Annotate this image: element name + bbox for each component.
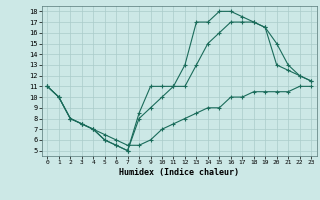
X-axis label: Humidex (Indice chaleur): Humidex (Indice chaleur): [119, 168, 239, 177]
